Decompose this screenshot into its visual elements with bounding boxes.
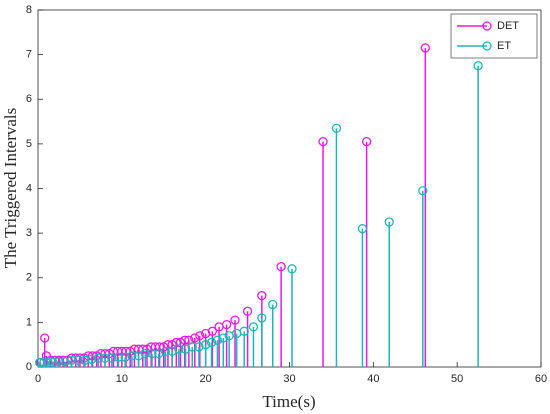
stem-marker bbox=[180, 344, 191, 354]
x-tick-label: 40 bbox=[367, 373, 379, 385]
stem-marker bbox=[100, 353, 110, 363]
stem-marker bbox=[43, 357, 53, 368]
legend-label: DET bbox=[497, 20, 519, 32]
stem-marker bbox=[93, 353, 104, 363]
legend-label: ET bbox=[497, 40, 511, 52]
legend-marker bbox=[482, 41, 492, 51]
stem-marker bbox=[174, 344, 184, 354]
stem-marker bbox=[66, 355, 77, 365]
stem-marker bbox=[107, 353, 117, 363]
stem-marker bbox=[331, 123, 342, 133]
x-tick-label: 20 bbox=[200, 373, 212, 385]
stem-marker bbox=[154, 348, 164, 359]
y-tick-label: 0 bbox=[26, 361, 32, 373]
stem-marker bbox=[190, 333, 200, 343]
stem-marker bbox=[73, 355, 83, 365]
x-tick-label: 0 bbox=[35, 373, 41, 385]
y-tick-label: 7 bbox=[26, 49, 32, 61]
stem-marker bbox=[221, 319, 232, 330]
stem-marker bbox=[201, 328, 211, 339]
y-tick-label: 6 bbox=[26, 93, 32, 105]
plot-area bbox=[37, 9, 542, 368]
stem-marker bbox=[242, 306, 253, 316]
stem-marker bbox=[384, 217, 394, 227]
stem-marker bbox=[287, 264, 297, 274]
stem-marker bbox=[239, 326, 249, 336]
y-tick-label: 4 bbox=[26, 182, 32, 194]
y-tick-label: 1 bbox=[26, 316, 32, 328]
y-tick-label: 2 bbox=[26, 272, 32, 284]
stem-marker bbox=[420, 43, 430, 53]
stem-marker bbox=[418, 186, 428, 196]
stem-marker bbox=[87, 354, 97, 365]
legend-box bbox=[450, 13, 538, 59]
stem-marker bbox=[113, 352, 124, 362]
stem-marker bbox=[257, 290, 267, 301]
stem-marker bbox=[48, 357, 58, 368]
stem-marker bbox=[218, 333, 228, 343]
stem-marker bbox=[248, 322, 259, 332]
stem-marker bbox=[195, 331, 205, 341]
stem-marker bbox=[40, 333, 50, 343]
stem-marker bbox=[80, 355, 90, 365]
y-tick-label: 5 bbox=[26, 138, 32, 150]
stem-marker bbox=[473, 61, 483, 71]
stem-marker bbox=[276, 261, 286, 272]
stem-marker bbox=[357, 224, 368, 234]
stem-marker bbox=[230, 315, 240, 325]
stem-marker bbox=[212, 335, 223, 345]
x-tick-label: 60 bbox=[535, 373, 547, 385]
x-tick-label: 50 bbox=[451, 373, 463, 385]
stem-marker bbox=[318, 136, 328, 147]
stem-marker bbox=[257, 313, 267, 323]
stem-marker bbox=[133, 351, 144, 361]
y-tick-label: 8 bbox=[26, 4, 32, 16]
stem-marker bbox=[194, 342, 204, 352]
stem-marker bbox=[187, 342, 197, 352]
stem-marker bbox=[147, 348, 157, 359]
y-axis-label: The Triggered Intervals bbox=[1, 108, 20, 269]
stem-marker bbox=[206, 337, 217, 348]
stem-marker bbox=[54, 356, 64, 367]
stem-marker bbox=[361, 136, 372, 147]
stem-marker bbox=[207, 326, 218, 336]
x-axis-label: Time(s) bbox=[262, 392, 315, 411]
stem-marker bbox=[268, 299, 278, 310]
stem-marker bbox=[201, 340, 211, 350]
x-tick-label: 10 bbox=[116, 373, 128, 385]
stem-marker bbox=[120, 352, 130, 362]
y-tick-label: 3 bbox=[26, 227, 32, 239]
stem-marker bbox=[60, 356, 70, 367]
stem-marker bbox=[167, 346, 177, 357]
stem-marker bbox=[140, 348, 150, 359]
x-tick-label: 30 bbox=[283, 373, 295, 385]
legend-marker bbox=[482, 21, 492, 31]
stem-marker bbox=[160, 346, 171, 357]
stem-marker bbox=[127, 351, 137, 361]
